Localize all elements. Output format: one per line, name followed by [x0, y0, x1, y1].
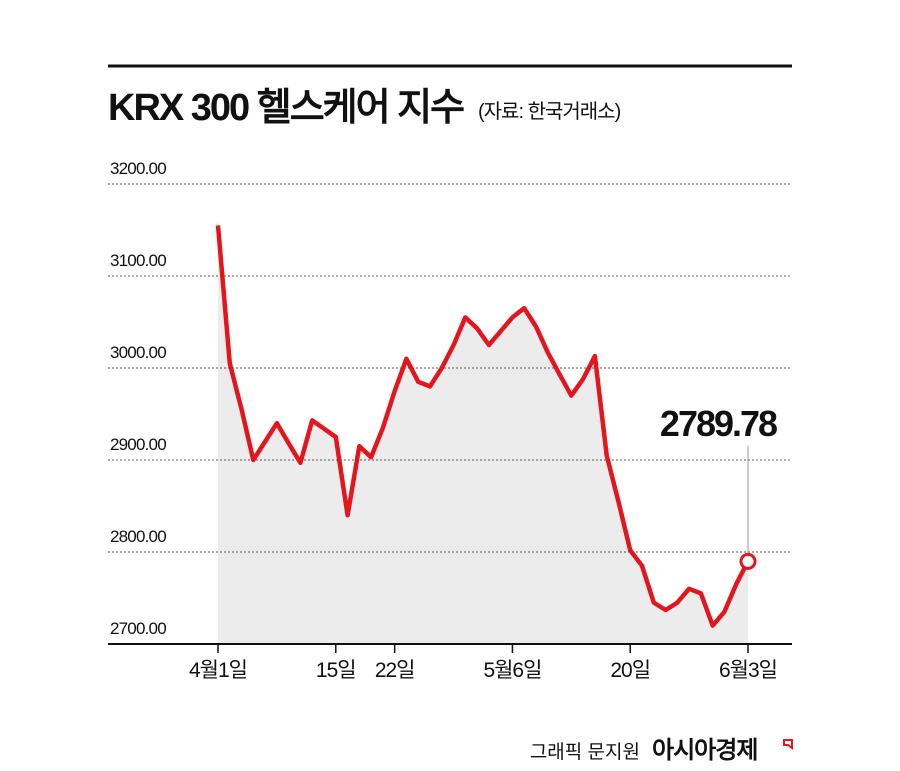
- chart-subtitle: (자료: 한국거래소): [478, 100, 621, 123]
- x-tick-label: 20일: [610, 659, 650, 682]
- y-tick-label: 3200.00: [110, 159, 166, 178]
- x-tick-label: 22일: [375, 659, 415, 682]
- x-tick-label: 6월3일: [719, 659, 777, 682]
- credit: 그래픽 문지원: [530, 741, 640, 763]
- chart-title: KRX 300 헬스케어 지수: [108, 87, 464, 129]
- value-label: 2789.78: [660, 403, 777, 444]
- line: [215, 225, 750, 628]
- publisher: 아시아경제: [652, 737, 757, 764]
- last-point: [739, 552, 757, 570]
- y-tick-label: 2900.00: [110, 435, 166, 454]
- y-tick-label: 2700.00: [110, 619, 166, 638]
- y-tick-label: 2800.00: [110, 527, 166, 546]
- area: [218, 225, 748, 644]
- y-tick-label: 3000.00: [110, 343, 166, 362]
- x-tick-label: 5월6일: [483, 659, 541, 682]
- logo-mark: [783, 739, 793, 750]
- x-tick-label: 4월1일: [189, 659, 247, 682]
- x-tick-label: 15일: [316, 659, 356, 682]
- y-tick-label: 3100.00: [110, 251, 166, 270]
